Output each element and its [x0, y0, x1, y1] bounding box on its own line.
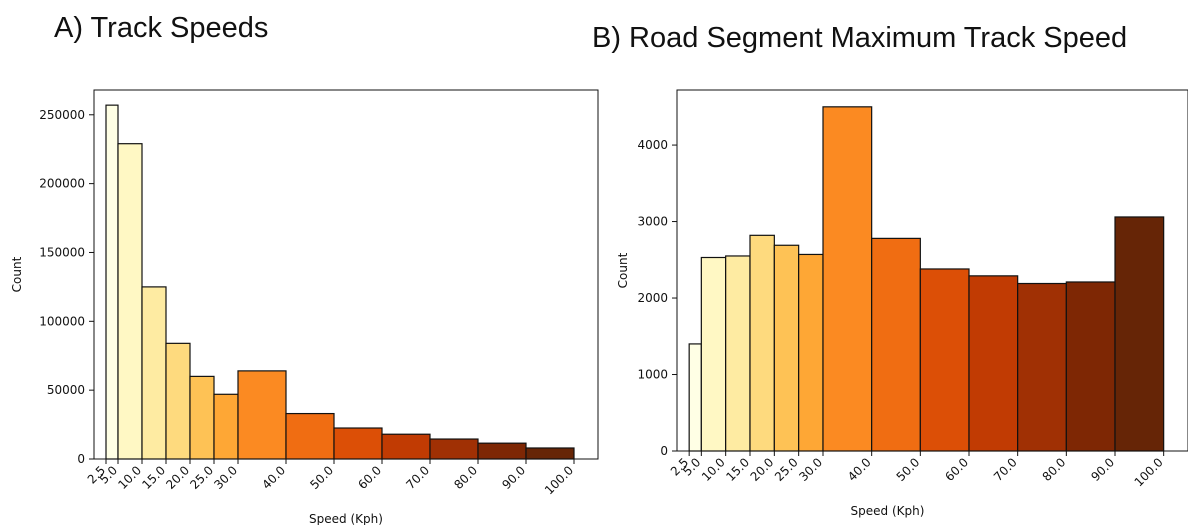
chart-a-bar — [117, 143, 143, 460]
chart-a-frame — [93, 89, 599, 460]
chart-b-bar — [822, 106, 873, 452]
chart-b-x-tick-label: 15.0 — [723, 455, 752, 484]
chart-b-bar — [725, 255, 751, 452]
chart-b-x-tick-label: 100.0 — [1132, 455, 1166, 489]
chart-a-bar — [477, 442, 527, 460]
chart-a-x-tick-label: 80.0 — [451, 463, 480, 492]
chart-b-y-tick-label: 3000 — [637, 215, 668, 229]
chart-a-x-tick-label: 90.0 — [499, 463, 528, 492]
chart-b-bar — [1114, 216, 1165, 452]
chart-b-x-tick-label: 40.0 — [845, 455, 874, 484]
chart-b-bar — [968, 275, 1019, 452]
chart-a-bar — [105, 104, 119, 460]
chart-b-x-tick-label: 30.0 — [796, 455, 825, 484]
chart-a-y-tick-label: 50000 — [47, 383, 85, 397]
chart-a-x-tick-label: 25.0 — [187, 463, 216, 492]
chart-b-x-tick-label: 25.0 — [772, 455, 801, 484]
chart-a-y-tick-label: 200000 — [39, 177, 85, 191]
chart-b-x-tick-label: 90.0 — [1088, 455, 1117, 484]
chart-a-bar — [429, 438, 479, 460]
chart-a-bar — [333, 427, 383, 460]
chart-a-bar — [237, 370, 287, 460]
chart-a-x-tick-label: 40.0 — [259, 463, 288, 492]
chart-b-x-tick-label: 20.0 — [748, 455, 777, 484]
chart-b-x-tick-label: 10.0 — [699, 455, 728, 484]
chart-a-y-tick-label: 0 — [77, 452, 85, 466]
chart-a-bar — [381, 433, 431, 460]
chart-a-y-axis-label: Count — [10, 256, 24, 292]
chart-b-bar — [1065, 281, 1116, 452]
chart-a-x-axis-label: Speed (Kph) — [309, 512, 383, 525]
chart-b-frame — [676, 89, 1188, 452]
chart-a-y-tick-label: 150000 — [39, 245, 85, 259]
chart-a-x-tick-label: 60.0 — [355, 463, 384, 492]
chart-a-x-tick-label: 100.0 — [542, 463, 576, 497]
chart-a-x-tick-label: 15.0 — [139, 463, 168, 492]
chart-b-bar — [773, 244, 800, 452]
chart-a-y-tick-label: 100000 — [39, 314, 85, 328]
chart-b-bar — [688, 343, 702, 452]
chart-a-x-tick-label: 20.0 — [163, 463, 192, 492]
chart-a-bar — [189, 375, 215, 460]
chart-b-bar — [749, 234, 775, 452]
chart-b-x-tick-label: 80.0 — [1040, 455, 1069, 484]
chart-a-y-tick-label: 250000 — [39, 108, 85, 122]
chart-a-x-tick-label: 50.0 — [307, 463, 336, 492]
chart-b-x-tick-label: 50.0 — [894, 455, 923, 484]
chart-a-bar — [285, 412, 335, 460]
chart-b-y-tick-label: 0 — [660, 444, 668, 458]
chart-a-title: A) Track Speeds — [54, 12, 269, 44]
chart-a-bar — [525, 447, 575, 460]
chart-b-x-tick-label: 70.0 — [991, 455, 1020, 484]
chart-b-bar — [700, 256, 727, 452]
chart-a-bar — [141, 286, 167, 460]
chart-b-y-tick-label: 4000 — [637, 138, 668, 152]
chart-b-y-axis-label: Count — [616, 252, 630, 288]
chart-b-bar — [798, 253, 824, 452]
chart-b-y-tick-label: 2000 — [637, 291, 668, 305]
chart-b-x-axis-label: Speed (Kph) — [851, 504, 925, 518]
chart-a-x-tick-label: 70.0 — [403, 463, 432, 492]
chart-a-bar — [213, 393, 239, 460]
chart-b-bar — [1017, 282, 1067, 452]
chart-a-x-tick-label: 30.0 — [211, 463, 240, 492]
chart-b-bar — [871, 237, 921, 452]
chart-a-x-tick-label: 10.0 — [115, 463, 144, 492]
chart-b-title: B) Road Segment Maximum Track Speed — [592, 22, 1128, 54]
chart-b-bar — [919, 268, 970, 452]
chart-a-bar — [165, 342, 191, 460]
chart-b-x-tick-label: 60.0 — [942, 455, 971, 484]
chart-b-y-tick-label: 1000 — [637, 368, 668, 382]
